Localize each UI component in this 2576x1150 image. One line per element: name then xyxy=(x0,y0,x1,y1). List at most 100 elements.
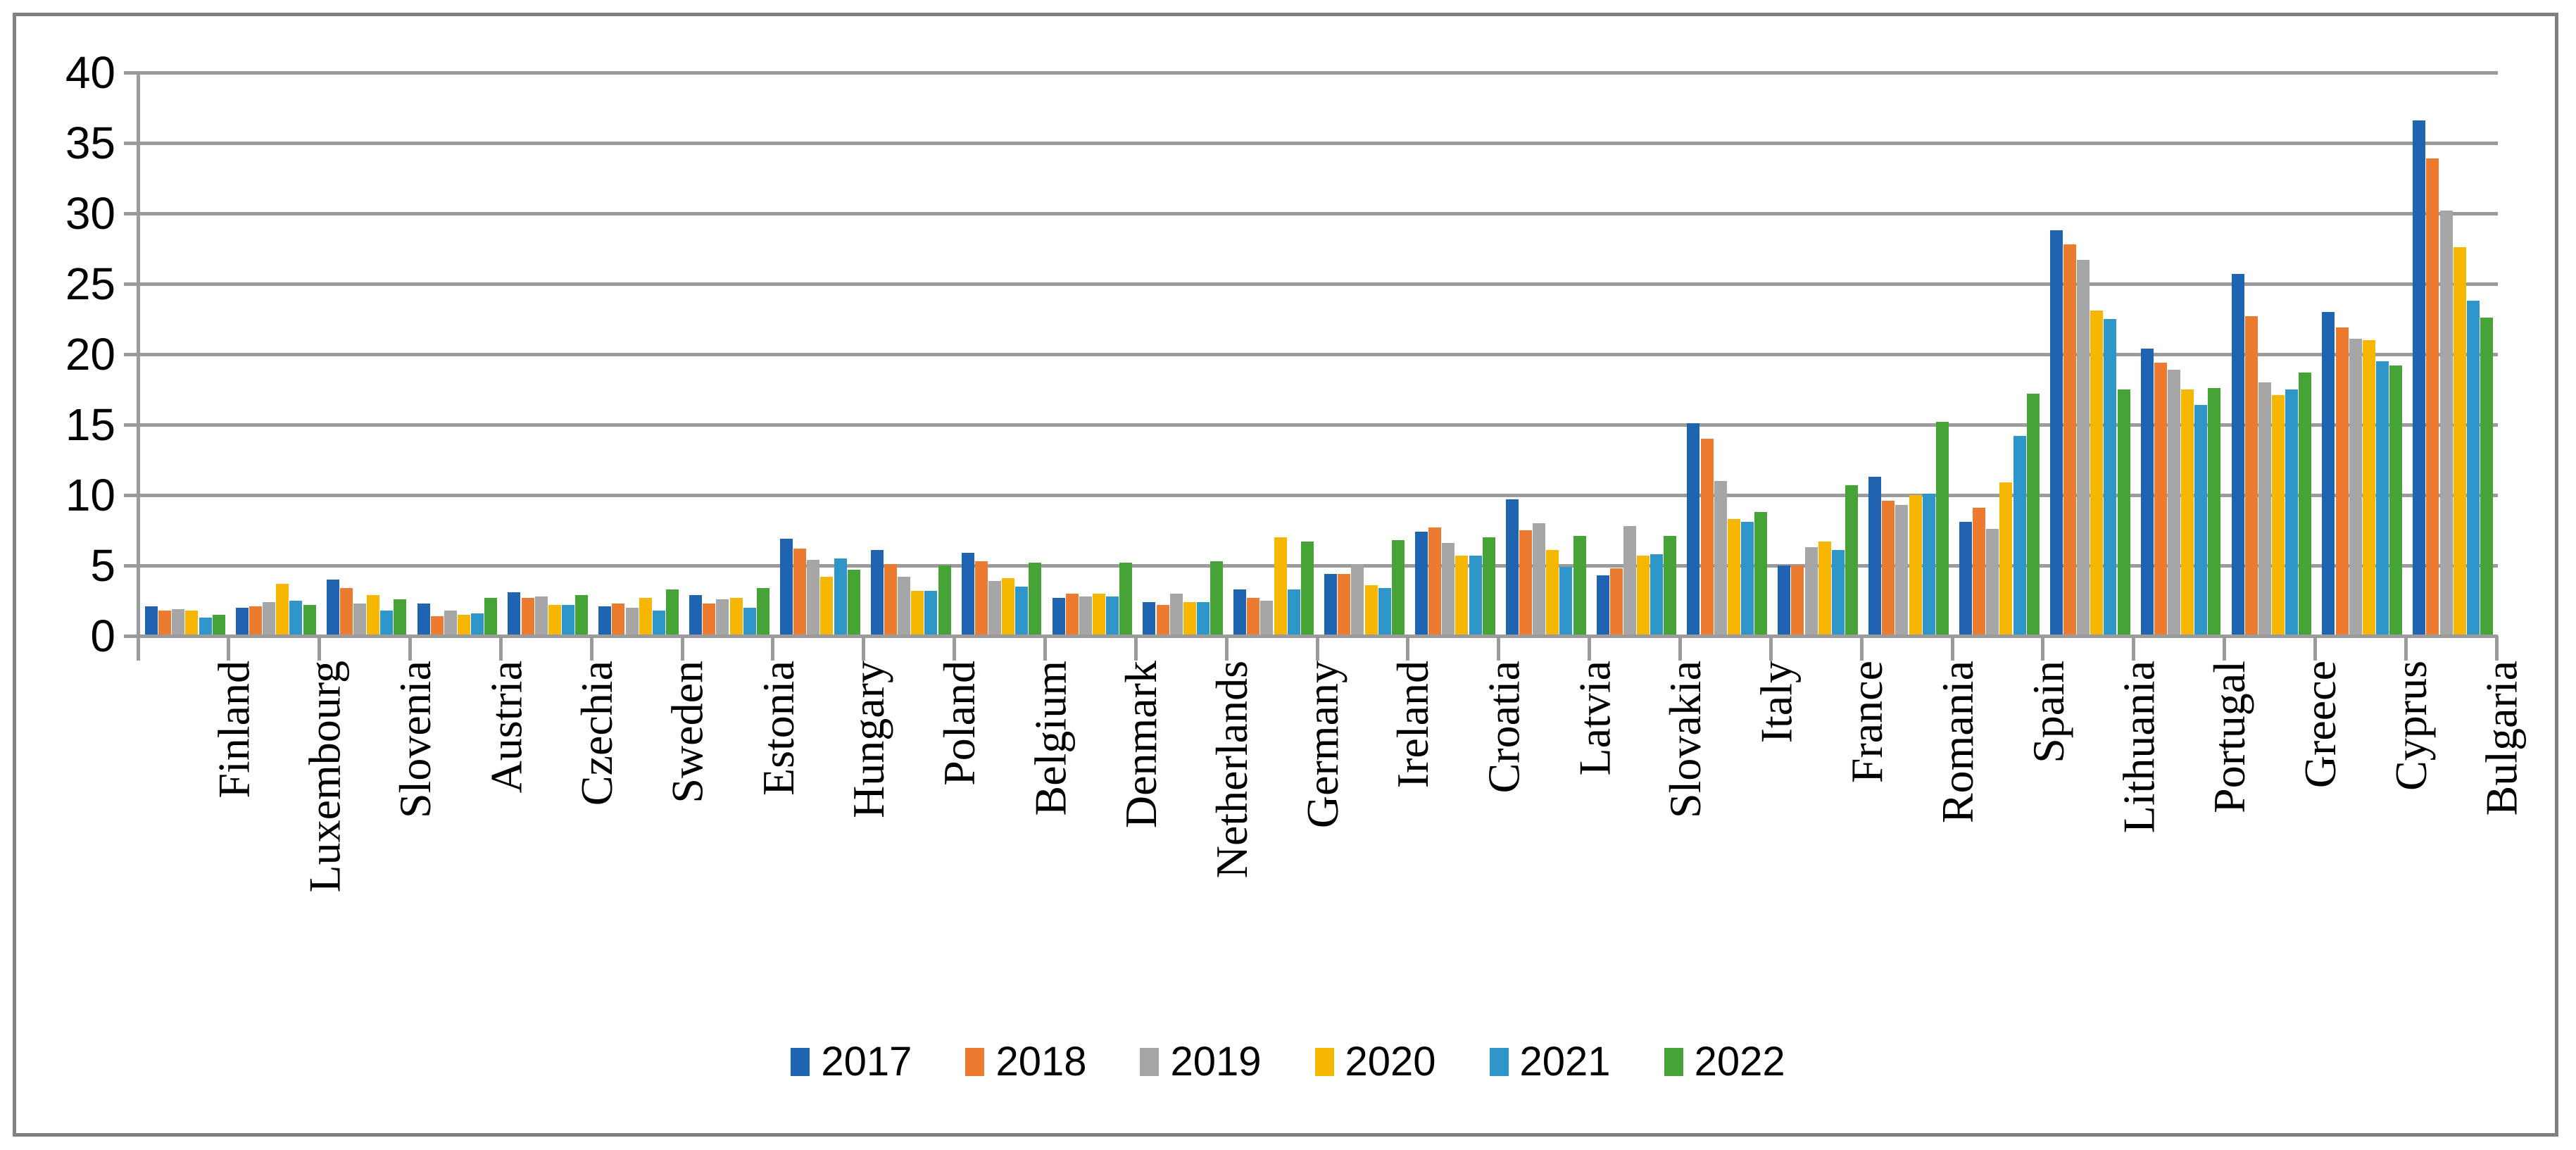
x-axis-tick xyxy=(1315,636,1319,661)
bar xyxy=(1546,550,1559,635)
bar xyxy=(2440,211,2453,635)
bar xyxy=(2272,395,2285,635)
y-axis-tick-label: 25 xyxy=(65,258,115,309)
bar xyxy=(2077,260,2090,635)
bar xyxy=(172,609,184,635)
bar xyxy=(1701,439,1714,635)
bar xyxy=(548,605,561,635)
x-axis-label: Netherlands xyxy=(1206,661,1257,879)
y-axis-tick-label: 35 xyxy=(65,118,115,168)
bar xyxy=(1455,556,1468,635)
bar xyxy=(1999,482,2012,635)
bar xyxy=(1029,563,1041,635)
bar xyxy=(653,611,665,635)
bar xyxy=(1288,589,1300,635)
bar xyxy=(716,599,729,635)
bar xyxy=(1079,596,1092,635)
y-axis-tick-label: 20 xyxy=(65,329,115,380)
bar xyxy=(1959,522,1972,635)
bar xyxy=(1002,578,1014,635)
legend-swatch-2020 xyxy=(1314,1047,1334,1076)
bar xyxy=(484,598,497,635)
legend-item: 2020 xyxy=(1314,1038,1436,1085)
bar xyxy=(2258,382,2271,635)
x-axis-tick xyxy=(1133,636,1138,661)
x-axis-label: Finland xyxy=(208,661,259,799)
bar xyxy=(1845,485,1858,635)
x-axis-tick xyxy=(1406,636,1410,661)
bar xyxy=(145,606,158,635)
bar xyxy=(213,615,225,635)
bar xyxy=(2232,274,2244,635)
bar xyxy=(1157,605,1169,635)
y-axis-tick-label: 0 xyxy=(90,611,115,661)
legend: 2017 2018 2019 2020 2021 2022 xyxy=(0,1038,2576,1085)
bar xyxy=(1687,423,1699,635)
y-axis-tick-label: 5 xyxy=(90,540,115,591)
bar xyxy=(2454,247,2466,635)
bar xyxy=(380,611,393,635)
x-axis-label: Hungary xyxy=(843,661,894,818)
x-axis-tick xyxy=(2404,636,2408,661)
bar xyxy=(1351,564,1364,635)
bar xyxy=(743,608,756,635)
bar xyxy=(2168,370,2180,635)
bar xyxy=(562,605,574,635)
bar xyxy=(2141,349,2154,635)
bar xyxy=(2413,120,2425,635)
bar xyxy=(367,595,379,635)
bar xyxy=(938,565,951,635)
bar xyxy=(884,564,897,635)
bar xyxy=(2322,312,2335,635)
bar xyxy=(1415,532,1428,635)
y-axis-tick-label: 40 xyxy=(65,47,115,98)
bar xyxy=(2118,389,2130,635)
gridline xyxy=(124,141,2498,145)
bar xyxy=(1301,542,1314,635)
bar xyxy=(2376,361,2389,635)
gridline xyxy=(124,352,2498,356)
x-axis-tick xyxy=(2313,636,2317,661)
bar xyxy=(639,598,652,635)
bar xyxy=(1442,543,1455,635)
bar xyxy=(2426,158,2439,635)
bar xyxy=(199,618,212,635)
legend-swatch-2018 xyxy=(965,1047,985,1076)
bar xyxy=(158,611,171,635)
legend-swatch-2017 xyxy=(791,1047,810,1076)
bar xyxy=(2480,318,2493,635)
x-axis-tick xyxy=(498,636,503,661)
bar xyxy=(871,550,884,635)
bar xyxy=(2299,373,2311,635)
bar xyxy=(1714,481,1727,635)
bar xyxy=(1274,537,1287,635)
bar xyxy=(612,604,624,635)
bar xyxy=(1650,554,1663,635)
bar xyxy=(1623,526,1636,635)
x-axis-label: France xyxy=(1841,661,1892,784)
x-axis-label: Luxembourg xyxy=(299,661,350,893)
bar xyxy=(575,595,588,635)
bar xyxy=(1973,508,1985,635)
bar xyxy=(2063,244,2076,635)
bar xyxy=(1053,598,1065,635)
bar xyxy=(911,591,924,635)
bar xyxy=(340,588,353,635)
bar xyxy=(1260,601,1273,635)
bar xyxy=(249,606,262,635)
legend-label: 2020 xyxy=(1345,1039,1436,1085)
bar xyxy=(185,611,198,635)
gridline xyxy=(124,493,2498,497)
x-axis-tick xyxy=(1224,636,1229,661)
bar xyxy=(1637,556,1650,635)
x-axis-tick xyxy=(771,636,775,661)
bar xyxy=(2194,405,2207,635)
bar xyxy=(1378,588,1391,635)
bar xyxy=(1923,494,1935,635)
legend-swatch-2019 xyxy=(1140,1047,1160,1076)
legend-label: 2018 xyxy=(995,1039,1087,1085)
x-axis-tick xyxy=(862,636,866,661)
bar xyxy=(780,539,793,635)
bar xyxy=(598,606,611,635)
gridline xyxy=(124,282,2498,286)
